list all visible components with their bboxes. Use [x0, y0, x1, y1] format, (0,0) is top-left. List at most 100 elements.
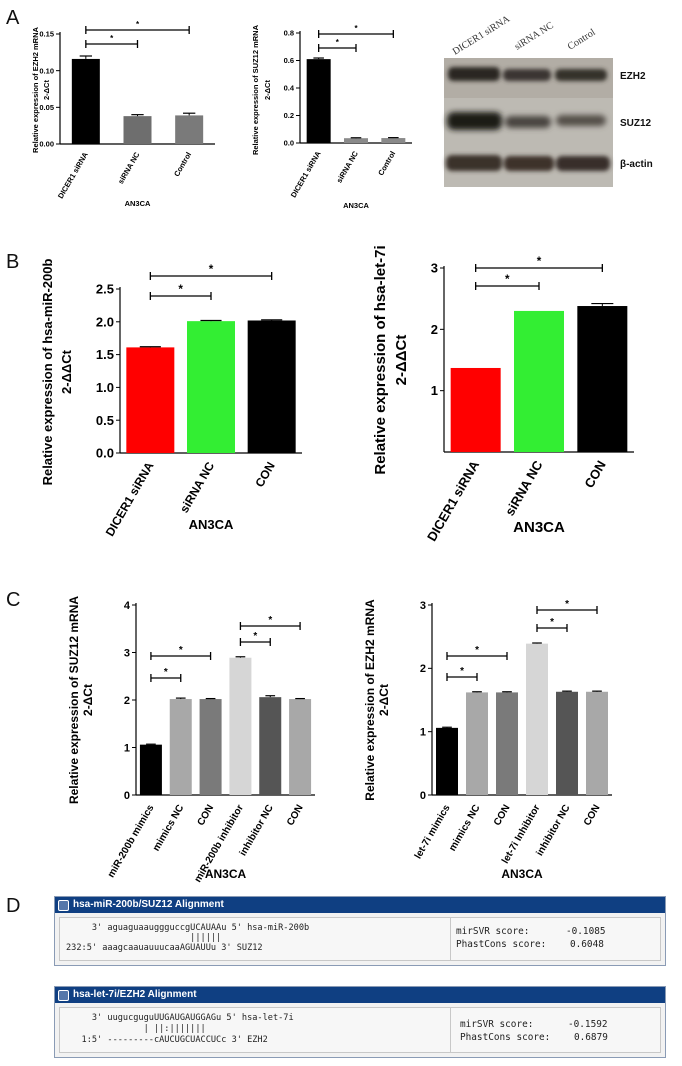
significance-bracket: [318, 44, 357, 52]
y-tick-label: 3: [124, 647, 130, 659]
significance-star: *: [475, 645, 479, 656]
alignment-line-1: 3' aguaguaauggguccgUCAUAAu 5' hsa-miR-20…: [66, 923, 310, 933]
bar: [496, 692, 518, 795]
bar: [175, 115, 204, 144]
significance-star: *: [209, 263, 214, 276]
blot-lane-label-1: DICER1 siRNA: [451, 13, 513, 57]
x-tick-label: CON: [252, 460, 277, 490]
alignment-line-3: 232:5' aaagcaauauuucaaAGUAUUu 3' SUZ12: [66, 943, 263, 953]
phastcons-label: PhastCons score:: [456, 939, 547, 950]
y-axis-label: 2-ΔCt: [263, 80, 272, 100]
bar: [306, 59, 331, 143]
significance-bracket: [446, 673, 478, 681]
bar: [586, 691, 608, 795]
y-tick-label: 0.4: [284, 84, 295, 93]
x-tick-label: Control: [376, 150, 397, 178]
y-tick-label: 0.0: [96, 446, 114, 461]
x-tick-label: DICER1 siRNA: [424, 457, 482, 543]
y-tick-label: 0: [124, 790, 130, 802]
mirsvr-value: -0.1592: [568, 1019, 608, 1030]
y-tick-label: 4: [124, 600, 131, 612]
bar: [229, 657, 252, 795]
bar: [577, 306, 628, 452]
y-tick-label: 2: [431, 322, 438, 337]
x-axis-label: AN3CA: [125, 199, 151, 208]
significance-star: *: [268, 615, 272, 626]
x-tick-label: DICER1 siRNA: [103, 459, 157, 538]
mirsvr-label: mirSVR score:: [460, 1019, 534, 1030]
y-tick-label: 0.8: [284, 29, 294, 38]
bar: [526, 643, 548, 795]
y-tick-label: 3: [431, 261, 438, 276]
x-tick-label: Control: [172, 151, 193, 179]
blot-lane-label-3: Control: [566, 27, 598, 53]
alignment-line-3: 1:5' ---------cAUCUGCUACCUCc 3' EZH2: [66, 1035, 268, 1045]
significance-bracket: [318, 30, 394, 38]
significance-star: *: [336, 38, 340, 47]
x-tick-label: DICER1 siRNA: [289, 149, 323, 199]
significance-star: *: [164, 667, 168, 678]
chart-a2: 0.0 0.2 0.4 0.6 0.8 DICER1 siRNA siRNA NC Contr…: [251, 24, 412, 210]
blot-lane-label-2: siRNA NC: [513, 20, 556, 53]
y-tick-label: 0.10: [39, 66, 54, 75]
western-blot: DICER1 siRNA siRNA NC Control EZH2 SUZ12…: [444, 13, 653, 187]
y-axis-label: Relative expression of EZH2 mRNA: [31, 26, 40, 152]
y-tick-label: 0.6: [284, 56, 294, 65]
y-tick-label: 0.0: [284, 139, 294, 148]
y-tick-label: 1: [431, 383, 438, 398]
bar: [514, 310, 564, 452]
y-axis-label: 2-ΔΔCt: [59, 349, 74, 394]
ezh2-band-lane3: [555, 69, 607, 81]
bar: [450, 367, 501, 452]
x-tick-label: siRNA NC: [116, 150, 142, 185]
y-tick-label: 0.5: [96, 413, 114, 428]
x-tick-label: CON: [196, 803, 217, 828]
panel-letter-b: B: [6, 251, 19, 273]
alignment-title: hsa-miR-200b/SUZ12 Alignment: [73, 899, 224, 910]
significance-bracket: [536, 624, 568, 632]
actin-band-lane3: [556, 156, 610, 171]
alignment-divider: [450, 918, 451, 960]
blot-band-label-actin: β-actin: [620, 159, 653, 170]
significance-star: *: [178, 283, 183, 296]
y-axis-label: 2-ΔCt: [42, 80, 51, 100]
alignment-line-2: | ||:|||||||: [66, 1024, 206, 1034]
x-tick-label: DICER1 siRNA: [56, 150, 90, 200]
x-tick-label: siRNA NC: [335, 149, 361, 184]
bar: [259, 697, 282, 795]
y-axis-label: Relative expression of hsa-miR-200b: [40, 259, 55, 486]
phastcons-value: 0.6048: [570, 939, 604, 950]
bar: [556, 691, 578, 795]
x-tick-label: siRNA NC: [177, 459, 217, 515]
significance-bracket: [446, 652, 508, 660]
x-tick-label: siRNA NC: [502, 457, 546, 518]
significance-bracket: [150, 652, 212, 660]
significance-star: *: [354, 24, 358, 33]
y-tick-label: 1: [420, 727, 426, 739]
significance-star: *: [550, 617, 554, 628]
bar: [289, 699, 312, 795]
mirsvr-value: -0.1085: [566, 926, 606, 937]
bar: [126, 347, 175, 453]
y-tick-label: 0: [420, 790, 426, 802]
significance-star: *: [537, 255, 542, 268]
alignment-content: 3' uugucguguUUGAUGAUGGAGu 5' hsa-let-7i …: [59, 1007, 661, 1053]
significance-star: *: [505, 273, 510, 286]
y-tick-label: 2.0: [96, 314, 114, 329]
window-icon: [58, 990, 69, 1001]
significance-star: *: [136, 20, 140, 29]
ezh2-band-lane1: [448, 67, 500, 81]
blot-band-label-ezh2: EZH2: [620, 71, 646, 82]
significance-bracket: [536, 606, 598, 614]
x-tick-label: CON: [581, 458, 608, 491]
phastcons-value: 0.6879: [574, 1032, 608, 1043]
x-axis-label: AN3CA: [501, 867, 543, 881]
suz12-band-lane2: [505, 116, 551, 128]
y-tick-label: 2: [420, 663, 426, 675]
significance-star: *: [565, 599, 569, 610]
bar: [199, 699, 222, 795]
suz12-band-lane1: [447, 112, 502, 130]
alignment-title: hsa-let-7i/EZH2 Alignment: [73, 989, 197, 1000]
significance-bracket: [85, 26, 190, 34]
